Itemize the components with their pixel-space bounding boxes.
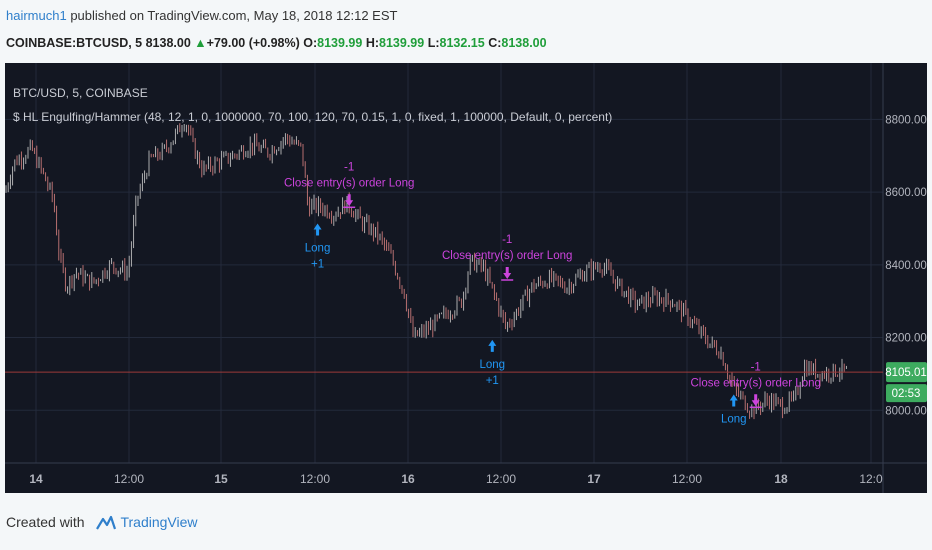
x-tick-label: 12:00 (486, 472, 516, 486)
y-tick-label: 8000.00 (885, 405, 927, 417)
open-label: O: (303, 36, 318, 50)
x-tick-label: 12:00 (672, 472, 702, 486)
close-entry-arrow-icon (751, 394, 760, 407)
close-entry-arrow-icon (345, 194, 354, 207)
close-value: 8138.00 (501, 36, 547, 50)
y-tick-label: 8200.00 (885, 333, 927, 345)
long-entry-qty: +1 (311, 259, 324, 271)
indicator-label[interactable]: $ HL Engulfing/Hammer (48, 12, 1, 0, 100… (13, 110, 612, 124)
countdown-tag: 02:53 (886, 384, 927, 403)
y-tick-label: 8600.00 (885, 187, 927, 199)
price-change: +79.00 (+0.98%) (206, 36, 300, 50)
symbol-name: COINBASE:BTCUSD, 5 (6, 36, 143, 50)
x-tick-label: 12:0 (859, 472, 883, 486)
long-entry-arrow-icon (313, 223, 322, 236)
candles (5, 123, 847, 420)
created-with-text: Created with (6, 514, 85, 530)
up-arrow-icon: ▲ (194, 36, 207, 50)
price-chart[interactable]: Long +1 Close entry(s) order Long -1 Long +1 C… (5, 63, 927, 493)
long-entry-arrow-icon (488, 339, 497, 352)
close-entry-arrow-icon (503, 267, 512, 279)
low-value: 8132.15 (439, 36, 485, 50)
time-axis: 14 12:00 15 12:00 16 12:00 17 12:00 18 12:0 (29, 472, 883, 486)
long-entry-label: Long (305, 243, 331, 255)
close-entry-label: Close entry(s) order Long (284, 177, 414, 189)
x-tick-label: 17 (587, 472, 601, 486)
published-text: published on TradingView.com, May 18, 20… (70, 8, 398, 23)
author-link[interactable]: hairmuch1 (6, 8, 67, 23)
x-tick-label: 16 (401, 472, 415, 486)
close-entry-qty: -1 (502, 234, 512, 246)
last-price-tag-text: 8105.01 (885, 367, 927, 379)
tradingview-link[interactable]: TradingView (120, 514, 198, 530)
x-tick-label: 14 (29, 472, 43, 486)
close-label: C: (488, 36, 502, 50)
last-price-tag: 8105.01 (885, 362, 927, 383)
symbol-bar: COINBASE:BTCUSD, 5 8138.00 ▲+79.00 (+0.9… (6, 36, 547, 50)
close-entry-label: Close entry(s) order Long (690, 377, 820, 389)
x-tick-label: 12:00 (300, 472, 330, 486)
y-tick-label: 8400.00 (885, 260, 927, 272)
close-entry-qty: -1 (751, 361, 761, 373)
countdown-tag-text: 02:53 (892, 388, 921, 400)
long-entry-label: Long (721, 413, 747, 425)
chart-grid (5, 63, 927, 493)
x-tick-label: 18 (774, 472, 788, 486)
last-price: 8138.00 (145, 36, 191, 50)
chart-title: BTC/USD, 5, COINBASE (13, 86, 148, 100)
long-entry-arrow-icon (729, 394, 738, 407)
price-axis: 8000.00 8200.00 8400.00 8600.00 8800.00 (885, 114, 927, 417)
open-value: 8139.99 (317, 36, 363, 50)
high-label: H: (365, 36, 380, 50)
y-tick-label: 8800.00 (885, 114, 927, 126)
low-label: L: (427, 36, 440, 50)
x-tick-label: 12:00 (114, 472, 144, 486)
close-entry-label: Close entry(s) order Long (442, 250, 572, 262)
tradingview-logo-icon (96, 515, 117, 531)
footer: Created with TradingView (6, 514, 198, 531)
long-entry-label: Long (479, 359, 505, 371)
chart-panel[interactable]: Long +1 Close entry(s) order Long -1 Long +1 C… (5, 63, 927, 493)
publication-line: hairmuch1 published on TradingView.com, … (6, 8, 397, 23)
long-entry-qty: +1 (486, 375, 499, 387)
high-value: 8139.99 (379, 36, 425, 50)
x-tick-label: 15 (214, 472, 228, 486)
close-entry-qty: -1 (344, 161, 354, 173)
strategy-signals: Long +1 Close entry(s) order Long -1 Long +1 C… (284, 161, 821, 425)
